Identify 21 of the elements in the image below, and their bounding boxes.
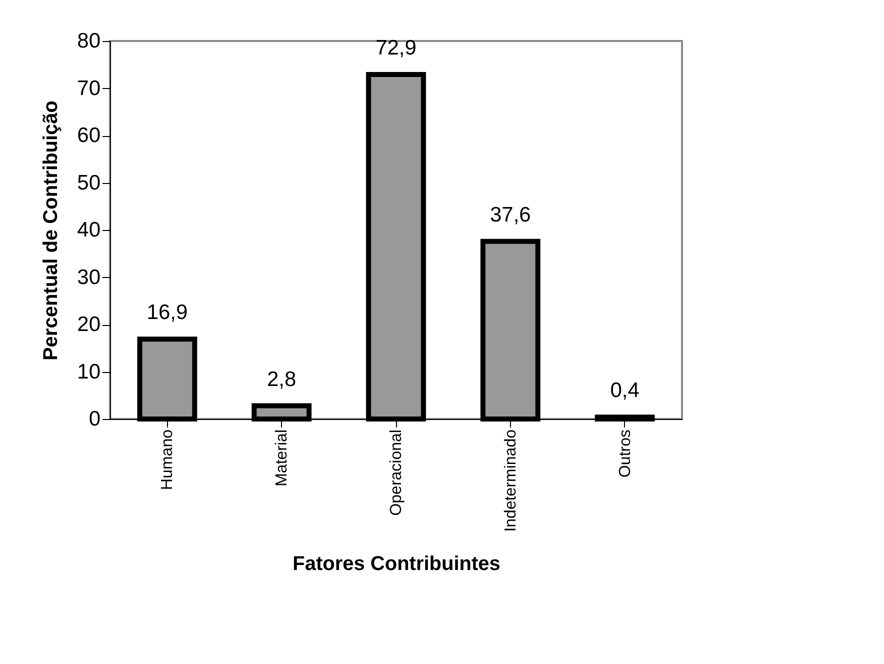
x-tick-label: Humano bbox=[159, 429, 176, 490]
y-tick-label: 0 bbox=[88, 408, 100, 430]
y-tick-label: 40 bbox=[77, 218, 100, 242]
y-tick-label: 70 bbox=[77, 76, 100, 100]
data-label: 37,6 bbox=[490, 203, 531, 226]
y-axis-title: Percentual de Contribuição bbox=[40, 100, 62, 361]
data-label: 72,9 bbox=[376, 36, 416, 60]
x-tick-label: Operacional bbox=[388, 430, 405, 516]
y-tick-label: 30 bbox=[77, 266, 100, 289]
x-tick-label: Outros bbox=[616, 430, 634, 478]
data-label: 0,4 bbox=[610, 379, 640, 402]
data-label: 2,8 bbox=[267, 368, 296, 391]
data-label: 16,9 bbox=[146, 301, 188, 324]
x-axis-title: Fatores Contribuintes bbox=[292, 552, 500, 575]
y-tick-label: 10 bbox=[77, 360, 100, 384]
y-tick-label: 80 bbox=[77, 30, 100, 52]
x-tick-label: Indeterminado bbox=[502, 429, 520, 532]
y-tick-label: 60 bbox=[77, 124, 100, 147]
y-tick-label: 50 bbox=[77, 171, 100, 194]
y-tick-label: 20 bbox=[77, 313, 100, 336]
x-tick-label: Material bbox=[274, 430, 291, 486]
